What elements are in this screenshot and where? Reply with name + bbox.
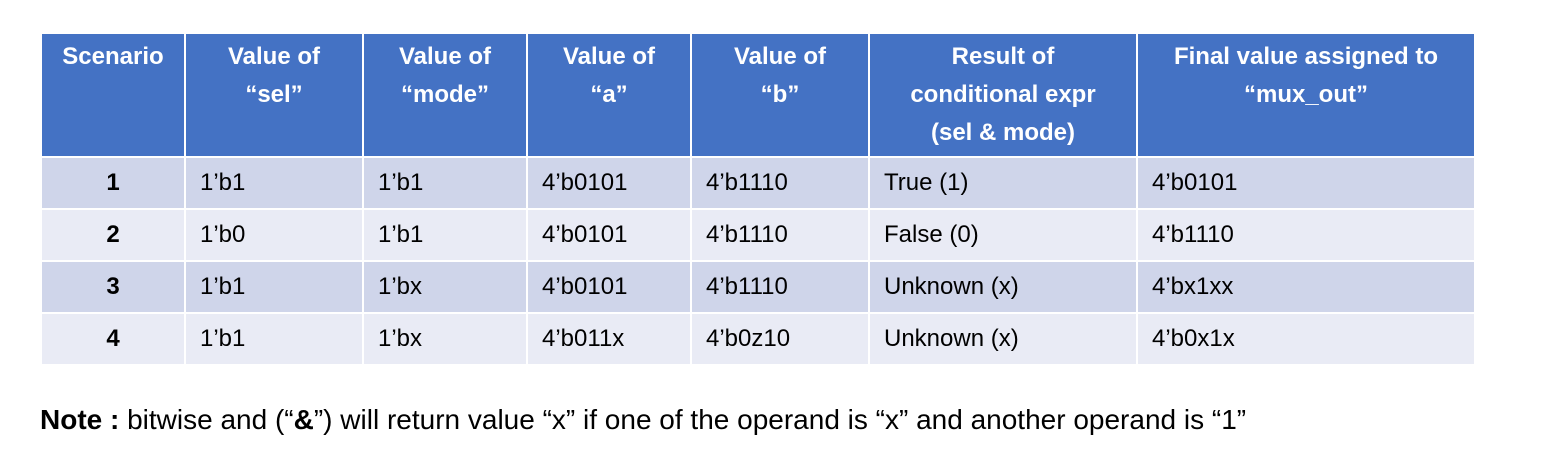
note-text-before: bitwise and (“	[119, 404, 294, 435]
note-label: Note :	[40, 404, 120, 435]
cell-sel: 1’b1	[184, 156, 364, 210]
cell-scenario: 4	[40, 312, 186, 366]
cell-scenario: 1	[40, 156, 186, 210]
cell-final-value: 4’b0x1x	[1136, 312, 1476, 366]
table-row: 1 1’b1 1’b1 4’b0101 4’b1110 True (1) 4’b…	[40, 156, 1476, 210]
header-text: “b”	[760, 81, 800, 108]
header-text: Value of	[398, 43, 492, 70]
header-text: “mux_out”	[1243, 81, 1368, 108]
header-text: “sel”	[245, 81, 303, 108]
header-b: Value of “b”	[690, 32, 870, 158]
header-text: Scenario	[62, 43, 164, 70]
cell-mode: 1’b1	[362, 156, 528, 210]
note-text-after: ”) will return value “x” if one of the o…	[313, 404, 1247, 435]
header-text: “mode”	[400, 81, 489, 108]
table-row: 4 1’b1 1’bx 4’b011x 4’b0z10 Unknown (x) …	[40, 312, 1476, 366]
header-text: Value of	[733, 43, 827, 70]
cell-sel: 1’b1	[184, 260, 364, 314]
cell-a: 4’b0101	[526, 208, 692, 262]
cell-final-value: 4’bx1xx	[1136, 260, 1476, 314]
cell-a: 4’b0101	[526, 156, 692, 210]
note-text: Note : bitwise and (“&”) will return val…	[40, 404, 1246, 436]
cell-b: 4’b1110	[690, 208, 870, 262]
header-sel: Value of “sel”	[184, 32, 364, 158]
header-text: conditional expr	[910, 81, 1096, 108]
cell-scenario: 2	[40, 208, 186, 262]
header-final-value: Final value assigned to “mux_out”	[1136, 32, 1476, 158]
header-text: Value of	[227, 43, 321, 70]
cell-b: 4’b1110	[690, 260, 870, 314]
cell-a: 4’b011x	[526, 312, 692, 366]
header-mode: Value of “mode”	[362, 32, 528, 158]
header-text: Final value assigned to	[1173, 43, 1439, 70]
cell-result: True (1)	[868, 156, 1138, 210]
cell-scenario: 3	[40, 260, 186, 314]
cell-mode: 1’b1	[362, 208, 528, 262]
cell-result: Unknown (x)	[868, 260, 1138, 314]
header-text: Result of	[951, 43, 1055, 70]
cell-result: False (0)	[868, 208, 1138, 262]
cell-mode: 1’bx	[362, 312, 528, 366]
header-scenario: Scenario	[40, 32, 186, 158]
header-text: “a”	[590, 81, 628, 108]
cell-result: Unknown (x)	[868, 312, 1138, 366]
truth-table-container: Scenario Value of “sel” Value of “mode” …	[40, 32, 1476, 366]
header-a: Value of “a”	[526, 32, 692, 158]
truth-table: Scenario Value of “sel” Value of “mode” …	[40, 32, 1476, 366]
cell-b: 4’b0z10	[690, 312, 870, 366]
table-row: 3 1’b1 1’bx 4’b0101 4’b1110 Unknown (x) …	[40, 260, 1476, 314]
note-operator: &	[293, 404, 314, 435]
table-row: 2 1’b0 1’b1 4’b0101 4’b1110 False (0) 4’…	[40, 208, 1476, 262]
cell-a: 4’b0101	[526, 260, 692, 314]
cell-mode: 1’bx	[362, 260, 528, 314]
cell-sel: 1’b0	[184, 208, 364, 262]
header-text: Value of	[562, 43, 656, 70]
header-text: (sel & mode)	[930, 119, 1076, 146]
table-header-row: Scenario Value of “sel” Value of “mode” …	[40, 32, 1476, 158]
header-result: Result of conditional expr (sel & mode)	[868, 32, 1138, 158]
cell-b: 4’b1110	[690, 156, 870, 210]
cell-final-value: 4’b0101	[1136, 156, 1476, 210]
cell-sel: 1’b1	[184, 312, 364, 366]
cell-final-value: 4’b1110	[1136, 208, 1476, 262]
